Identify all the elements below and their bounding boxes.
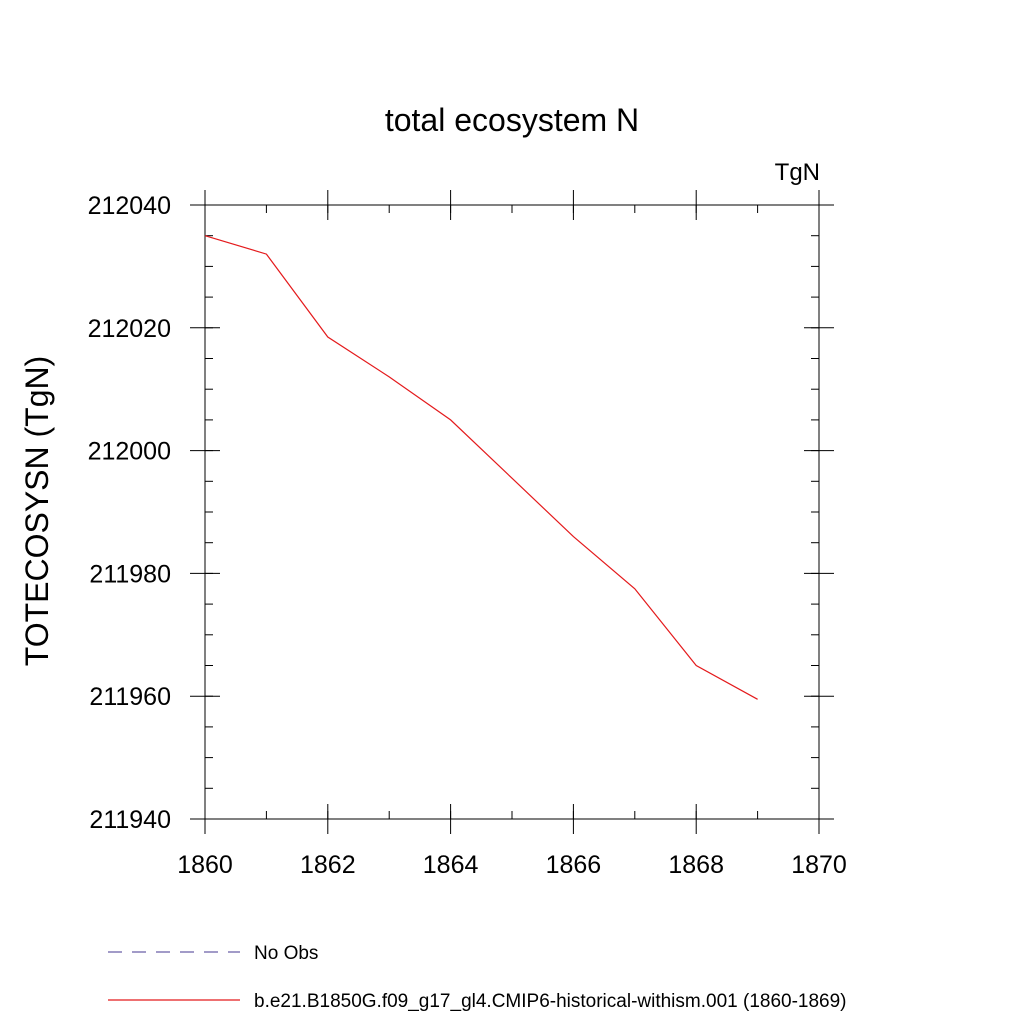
y-tick-label: 212000 xyxy=(88,438,171,466)
legend: No Obs b.e21.B1850G.f09_g17_gl4.CMIP6-his… xyxy=(108,943,847,1012)
chart-title: total ecosystem N xyxy=(385,102,639,138)
x-tick-label: 1868 xyxy=(668,851,724,879)
x-tick-label: 1870 xyxy=(791,851,847,879)
units-label: TgN xyxy=(775,159,820,186)
series-layer xyxy=(204,235,758,700)
series-line xyxy=(204,235,758,700)
x-tick-label: 1866 xyxy=(546,851,602,879)
x-tick-label: 1862 xyxy=(300,851,356,879)
y-tick-label: 211960 xyxy=(89,683,171,711)
y-tick-label: 212020 xyxy=(88,315,171,343)
y-tick-label: 212040 xyxy=(88,192,171,220)
axis-tick-labels: 1860 1862 1864 1866 1868 1870 211940 211960 2119… xyxy=(88,192,847,879)
y-axis-label: TOTECOSYSN (TgN) xyxy=(19,356,55,667)
x-tick-label: 1864 xyxy=(423,851,479,879)
x-tick-label: 1860 xyxy=(177,851,233,879)
plot-frame xyxy=(204,204,820,820)
y-tick-label: 211980 xyxy=(89,560,171,588)
legend-entry: b.e21.B1850G.f09_g17_gl4.CMIP6-historica… xyxy=(254,991,847,1012)
y-tick-label: 211940 xyxy=(89,806,171,834)
legend-entry: No Obs xyxy=(254,943,318,964)
axis-ticks xyxy=(190,190,834,834)
